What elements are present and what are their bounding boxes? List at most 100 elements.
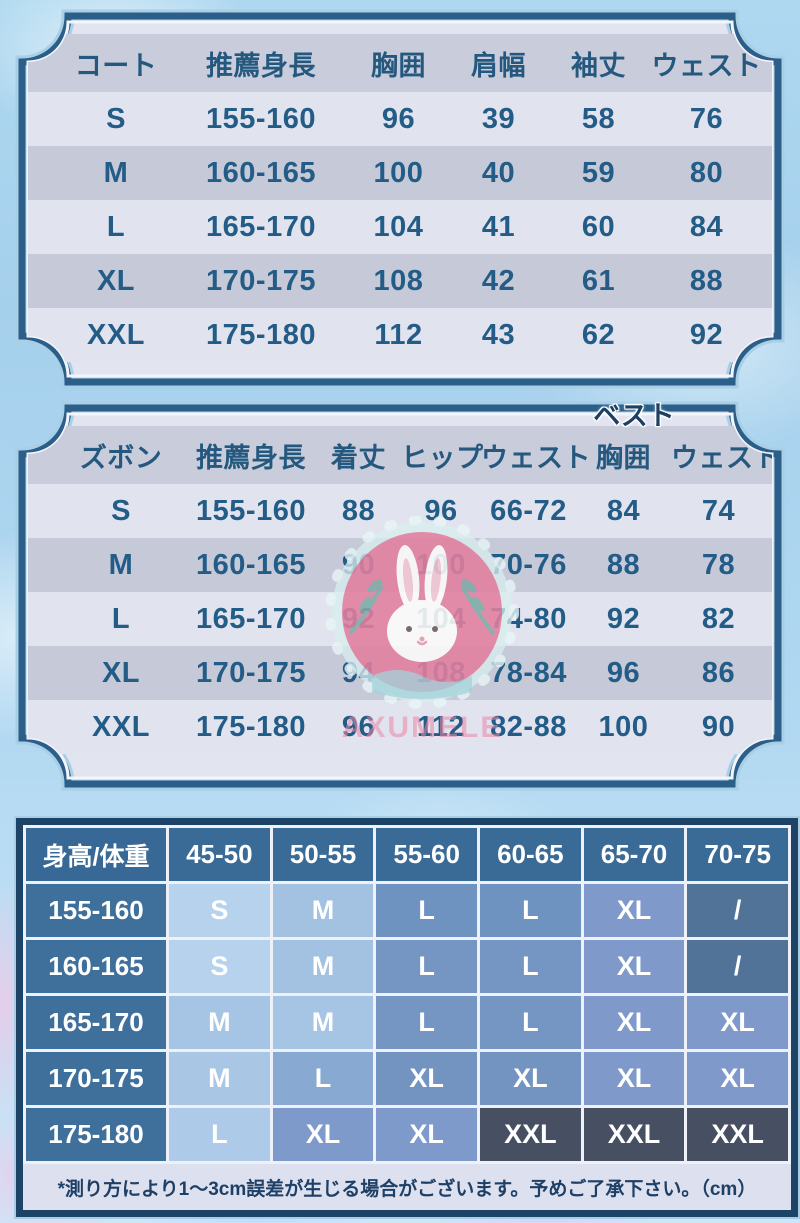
table-cell: XXL [87, 318, 145, 351]
table-cell: 74 [701, 494, 736, 527]
matrix-size-cell: XXL [583, 1108, 685, 1161]
table-cell: S [106, 102, 126, 135]
table-cell: 160-165 [196, 548, 306, 581]
matrix-size-cell: M [169, 1052, 270, 1105]
table-cell: 88 [606, 548, 641, 581]
table-cell: 86 [701, 656, 736, 689]
matrix-size-cell: L [376, 884, 477, 937]
matrix-size-cell: S [169, 884, 270, 937]
matrix-size-cell: L [272, 1052, 374, 1105]
table-cell: M [103, 156, 129, 189]
table-cell: 40 [481, 156, 516, 189]
table-cell: 108 [416, 656, 466, 689]
matrix-size-cell: L [479, 996, 581, 1049]
matrix-size-cell: XL [272, 1108, 374, 1161]
table-cell: 62 [581, 318, 616, 351]
table-cell: 155-160 [196, 494, 306, 527]
table-cell: 着丈 [331, 442, 386, 473]
table-cell: 胸囲 [371, 50, 426, 81]
matrix-height-label: 155-160 [26, 884, 166, 937]
table-cell: 112 [374, 318, 423, 351]
matrix-size-cell: S [169, 940, 270, 993]
table-cell: ウェスト [481, 442, 591, 473]
matrix-size-cell: M [169, 996, 270, 1049]
table-cell: 92 [689, 318, 724, 351]
matrix-size-cell: XL [376, 1108, 477, 1161]
table-cell: 76 [689, 102, 724, 135]
matrix-size-cell: L [376, 940, 477, 993]
matrix-size-cell: XL [479, 1052, 581, 1105]
table-row: M 160-165 100 40 59 80 [14, 146, 786, 200]
matrix-size-cell: / [687, 940, 788, 993]
table-row: L 165-170 104 41 60 84 [14, 200, 786, 254]
matrix-grid: 身高/体重 45-50 50-55 55-60 60-65 65-70 70-75 155-1… [23, 825, 791, 1164]
table-cell: 59 [581, 156, 616, 189]
table-cell: 108 [373, 264, 424, 297]
table-cell: 92 [341, 602, 376, 635]
table-cell: 推薦身長 [196, 442, 306, 473]
table-cell: 96 [606, 656, 641, 689]
table-row: M 160-165 90 100 70-76 88 78 [14, 538, 786, 592]
table-row: XL 170-175 108 42 61 88 [14, 254, 786, 308]
matrix-corner-header: 身高/体重 [26, 828, 166, 881]
matrix-height-label: 160-165 [26, 940, 166, 993]
table-cell: ヒップ [401, 442, 484, 473]
table-cell: 100 [373, 156, 424, 189]
matrix-weight-header: 55-60 [376, 828, 477, 881]
vest-column-label: ベスト [593, 401, 675, 431]
table-cell: 60 [581, 210, 616, 243]
table-cell: 82 [701, 602, 736, 635]
table-cell: 胸囲 [596, 442, 651, 473]
table-cell: 82-88 [490, 710, 567, 743]
matrix-size-cell: L [479, 940, 581, 993]
table-cell: 175-180 [196, 710, 306, 743]
matrix-size-cell: L [169, 1108, 270, 1161]
matrix-size-cell: M [272, 996, 374, 1049]
table-cell: 39 [481, 102, 516, 135]
table-cell: L [106, 210, 126, 243]
table-cell: 推薦身長 [206, 50, 316, 81]
coat-table-grid: コート 推薦身長 胸囲 肩幅 袖丈 ウェスト S 155-160 96 39 58 76 M 160-16… [14, 8, 786, 390]
coat-size-table: コート 推薦身長 胸囲 肩幅 袖丈 ウェスト S 155-160 96 39 58 76 M 160-16… [14, 8, 786, 390]
table-cell: 104 [416, 602, 466, 635]
matrix-size-cell: XL [583, 996, 685, 1049]
table-cell: XL [96, 264, 136, 297]
table-cell: 90 [701, 710, 736, 743]
matrix-height-label: 170-175 [26, 1052, 166, 1105]
table-cell: 80 [689, 156, 724, 189]
table-cell: 肩幅 [471, 50, 526, 81]
table-cell: XL [101, 656, 141, 689]
measurement-disclaimer: *測り方により1～3cm誤差が生じる場合がございます。予めご了承下さい。（cm） [23, 1164, 791, 1210]
table-cell: 58 [581, 102, 616, 135]
matrix-size-cell: XL [687, 996, 788, 1049]
table-header-row: コート 推薦身長 胸囲 肩幅 袖丈 ウェスト [14, 34, 786, 92]
table-cell: 88 [341, 494, 376, 527]
matrix-size-cell: XXL [687, 1108, 788, 1161]
table-cell: 100 [598, 710, 649, 743]
table-cell: 袖丈 [571, 50, 626, 81]
table-cell: L [111, 602, 131, 635]
table-cell: 160-165 [206, 156, 316, 189]
table-cell: 155-160 [206, 102, 316, 135]
table-cell: S [111, 494, 131, 527]
table-cell: 78-84 [490, 656, 567, 689]
table-row: XXL 175-180 112 43 62 92 [14, 308, 786, 362]
table-cell: 112 [416, 710, 466, 743]
table-cell: 66-72 [490, 494, 567, 527]
table-cell: 84 [606, 494, 641, 527]
matrix-size-cell: / [687, 884, 788, 937]
matrix-size-cell: XL [687, 1052, 788, 1105]
table-row: XL 170-175 94 108 78-84 96 86 [14, 646, 786, 700]
matrix-size-cell: M [272, 940, 374, 993]
pants-vest-size-table: ベスト ズボン 推薦身長 着丈 ヒップ ウェスト 胸囲 ウェスト S 155-160 88 96 66… [14, 400, 786, 792]
table-cell: 96 [424, 494, 458, 527]
table-cell: 61 [581, 264, 616, 297]
table-cell: 165-170 [196, 602, 306, 635]
pants-table-grid: ズボン 推薦身長 着丈 ヒップ ウェスト 胸囲 ウェスト S 155-160 88 96 66-72 8… [14, 400, 786, 792]
matrix-height-label: 165-170 [26, 996, 166, 1049]
matrix-size-cell: L [479, 884, 581, 937]
table-cell: 175-180 [206, 318, 316, 351]
table-cell: 104 [373, 210, 424, 243]
matrix-weight-header: 60-65 [479, 828, 581, 881]
